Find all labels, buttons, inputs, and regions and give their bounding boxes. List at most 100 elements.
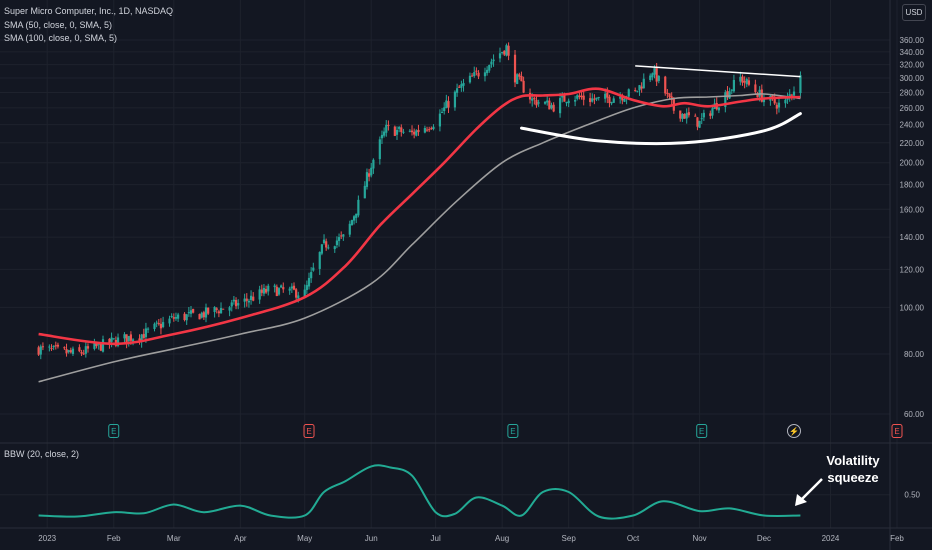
candle-body (337, 237, 341, 241)
candle-body (745, 79, 748, 85)
price-tick-label: 320.00 (900, 61, 925, 70)
candle-body (700, 118, 703, 120)
candle-body (297, 295, 300, 299)
price-tick-label: 280.00 (900, 88, 925, 97)
candle-body (447, 101, 450, 108)
price-tick-label: 180.00 (900, 181, 925, 190)
bbw-legend[interactable]: BBW (20, close, 2) (4, 449, 80, 459)
candle-body (168, 318, 171, 324)
candle-body (516, 74, 519, 84)
annotation-line2: squeeze (827, 470, 879, 485)
candle-body (425, 129, 429, 131)
candle-body (198, 314, 201, 320)
symbol-legend[interactable]: Super Micro Computer, Inc., 1D, NASDAQ (4, 6, 174, 16)
time-tick-label: Apr (234, 534, 247, 543)
currency-button[interactable]: USD (902, 4, 926, 21)
candle-body (743, 81, 746, 83)
time-tick-label: Nov (692, 534, 706, 543)
candle-body (340, 235, 343, 237)
candle-body (295, 289, 298, 298)
candle-body (157, 323, 160, 325)
candle-body (222, 308, 225, 310)
candle-body (483, 72, 487, 77)
candle-body (696, 117, 699, 127)
candle-body (505, 45, 508, 56)
candle-body (357, 199, 360, 216)
sma50-line (38, 87, 801, 346)
candle-body (116, 337, 120, 346)
candle-body (655, 66, 658, 82)
candle-body (636, 90, 639, 92)
marker-label: ⚡ (789, 426, 799, 436)
candle-body (172, 317, 175, 319)
candle-body (312, 267, 315, 271)
candle-body (520, 76, 523, 82)
sma100-legend[interactable]: SMA (100, close, 0, SMA, 5) (4, 33, 118, 43)
candle-body (490, 61, 493, 65)
time-axis[interactable]: 2023 Feb Mar Apr May Jun Jul Aug Sep Oct Nov Dec 202… (38, 534, 904, 543)
candle-body (378, 139, 381, 160)
candle-body (498, 53, 502, 59)
candle-body (273, 285, 276, 288)
candle-body (63, 347, 66, 349)
price-tick-label: 340.00 (900, 48, 925, 57)
marker-label: E (111, 427, 116, 436)
candle-body (668, 93, 671, 97)
price-tick-label: 100.00 (900, 303, 925, 312)
candle-body (50, 348, 53, 350)
candle-body (232, 299, 236, 302)
earnings-markers: E E E E ⚡ E (108, 424, 903, 438)
arrow-head (795, 494, 807, 506)
sma100-line (38, 93, 801, 383)
candle-body (192, 308, 195, 313)
candle-body (640, 86, 643, 89)
candle-body (234, 300, 238, 307)
candle-body (372, 159, 375, 169)
candle-body (513, 54, 517, 83)
time-tick-label: Jul (431, 534, 441, 543)
earnings-marker (303, 424, 315, 438)
candle-body (159, 323, 163, 329)
candle-body (589, 98, 592, 103)
candle-body (578, 95, 581, 98)
candle-body (383, 131, 386, 136)
sma100-path (38, 93, 801, 383)
candle-body (664, 76, 667, 94)
marker-label: E (699, 427, 704, 436)
candle-body (322, 239, 326, 244)
candle-body (140, 334, 143, 343)
candle-body (790, 94, 793, 96)
price-tick-label: 240.00 (900, 121, 925, 130)
candle-body (593, 98, 596, 100)
candle-body (249, 295, 253, 301)
candle-body (333, 246, 336, 250)
sma50-path (38, 87, 801, 346)
candle-body (775, 104, 778, 109)
candle-body (71, 348, 75, 354)
candle-body (387, 124, 390, 126)
candle-body (413, 131, 416, 135)
candle-body (363, 185, 366, 199)
time-tick-label: 2023 (38, 534, 56, 543)
candle-body (327, 247, 330, 249)
candle-body (84, 346, 87, 354)
candle-body (86, 346, 90, 349)
candle-body (486, 69, 489, 74)
candle-body (651, 73, 654, 78)
candle-body (155, 322, 158, 324)
time-tick-label: 2024 (822, 534, 840, 543)
candle-body (365, 172, 369, 187)
candle-body (546, 100, 549, 103)
candle-body (501, 52, 504, 54)
candle-body (187, 312, 190, 314)
candle-body (78, 347, 81, 352)
candle-body (245, 298, 248, 301)
candle-body (69, 350, 72, 353)
candle-body (127, 336, 130, 342)
price-axis[interactable]: 60.00 80.00 100.00 120.00 140.00 160.00 180.00… (900, 36, 925, 500)
candle-body (200, 312, 203, 318)
sma50-legend[interactable]: SMA (50, close, 0, SMA, 5) (4, 20, 113, 30)
candle-body (582, 95, 585, 100)
